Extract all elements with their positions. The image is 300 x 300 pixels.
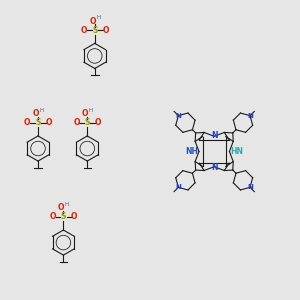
Text: O: O — [58, 203, 64, 212]
Text: NH: NH — [185, 147, 198, 156]
Text: N: N — [211, 131, 217, 140]
Text: H: H — [40, 108, 44, 113]
Text: O: O — [71, 212, 77, 221]
Text: H: H — [96, 15, 100, 20]
Text: N: N — [211, 163, 217, 172]
Text: N: N — [247, 112, 253, 118]
Text: S: S — [35, 118, 41, 127]
Text: N: N — [176, 112, 181, 118]
Text: O: O — [45, 118, 52, 127]
Text: S: S — [61, 212, 66, 221]
Text: O: O — [95, 118, 101, 127]
Text: N: N — [247, 184, 253, 190]
Text: N: N — [176, 184, 181, 190]
Text: S: S — [85, 118, 90, 127]
Text: O: O — [24, 118, 31, 127]
Text: O: O — [50, 212, 56, 221]
Text: S: S — [92, 26, 98, 35]
Text: HN: HN — [230, 147, 243, 156]
Text: O: O — [74, 118, 80, 127]
Text: O: O — [32, 109, 39, 118]
Text: O: O — [102, 26, 109, 35]
Text: O: O — [82, 109, 88, 118]
Text: O: O — [81, 26, 87, 35]
Text: H: H — [89, 108, 93, 113]
Text: H: H — [65, 202, 69, 207]
Text: O: O — [89, 17, 96, 26]
